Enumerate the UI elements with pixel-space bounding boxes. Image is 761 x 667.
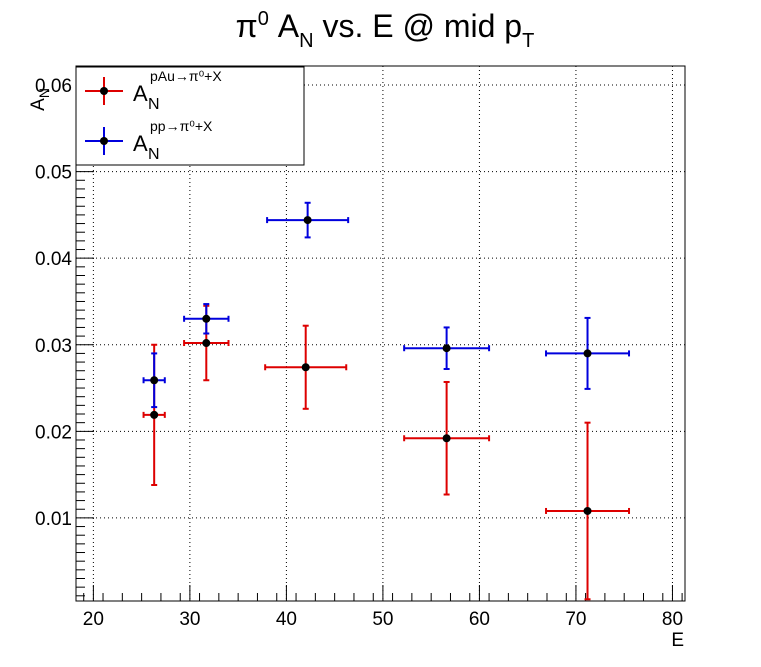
x-axis-title: E [671, 630, 684, 651]
x-tick-label: 40 [276, 609, 297, 630]
data-point [583, 506, 592, 515]
x-tick-label: 80 [662, 609, 683, 630]
y-axis-title-group: AN [28, 88, 52, 111]
title-mid: A [269, 8, 300, 44]
x-tick-label: 50 [372, 609, 393, 630]
y-axis-title-sub: N [36, 88, 52, 98]
legend-label: ANpAu→π⁰+X [133, 68, 222, 113]
title-rest-sub: T [522, 30, 534, 52]
data-point [442, 434, 451, 443]
x-tick-label: 30 [179, 609, 200, 630]
data-point [150, 376, 159, 385]
title-base: π [236, 8, 258, 44]
legend-label-sup: pp→π⁰+X [150, 118, 213, 134]
y-axis-title-base: A [28, 98, 49, 111]
grid [76, 66, 685, 601]
title-base-sup: 0 [258, 8, 269, 30]
y-tick-label: 0.04 [35, 249, 72, 270]
y-tick-label: 0.02 [35, 422, 72, 443]
legend-box [75, 66, 305, 166]
x-tick-label: 60 [469, 609, 490, 630]
legend-label-base: A [133, 131, 148, 156]
y-tick-label: 0.03 [35, 336, 72, 357]
series-pp [142, 201, 631, 409]
legend-marker-point [100, 87, 108, 95]
plot-frame [75, 65, 686, 602]
x-tick-label: 70 [565, 609, 586, 630]
chart-title: π0 AN vs. E @ mid pT [236, 8, 535, 52]
legend-label-base: A [133, 81, 148, 106]
data-point [583, 349, 592, 358]
y-axis-title: AN [28, 88, 52, 111]
legend-marker-point [100, 137, 108, 145]
legend-label-sup: pAu→π⁰+X [150, 68, 222, 84]
series-pau [142, 304, 631, 601]
data-point [202, 339, 211, 348]
data-point [202, 314, 211, 323]
y-tick-label: 0.06 [35, 76, 72, 97]
data-points [142, 201, 631, 601]
y-tick-label: 0.05 [35, 163, 72, 184]
y-tick-label: 0.01 [35, 509, 72, 530]
data-point [303, 216, 312, 225]
title-rest: vs. E @ mid p [314, 8, 523, 44]
title-mid-sub: N [299, 30, 313, 52]
legend-label-sub: N [148, 146, 160, 163]
legend-entry: ANpAu→π⁰+X [85, 68, 222, 113]
x-tick-label: 20 [83, 609, 104, 630]
legend-label: ANpp→π⁰+X [133, 118, 213, 163]
legend-entry: ANpp→π⁰+X [85, 118, 213, 163]
legend-label-sub: N [148, 96, 160, 113]
axes: 20 30 40 50 60 70 80 0.01 0.02 0.03 0.04 0.05 0.06 [35, 67, 683, 630]
data-point [301, 363, 310, 372]
data-point [150, 410, 159, 419]
data-point [442, 344, 451, 353]
